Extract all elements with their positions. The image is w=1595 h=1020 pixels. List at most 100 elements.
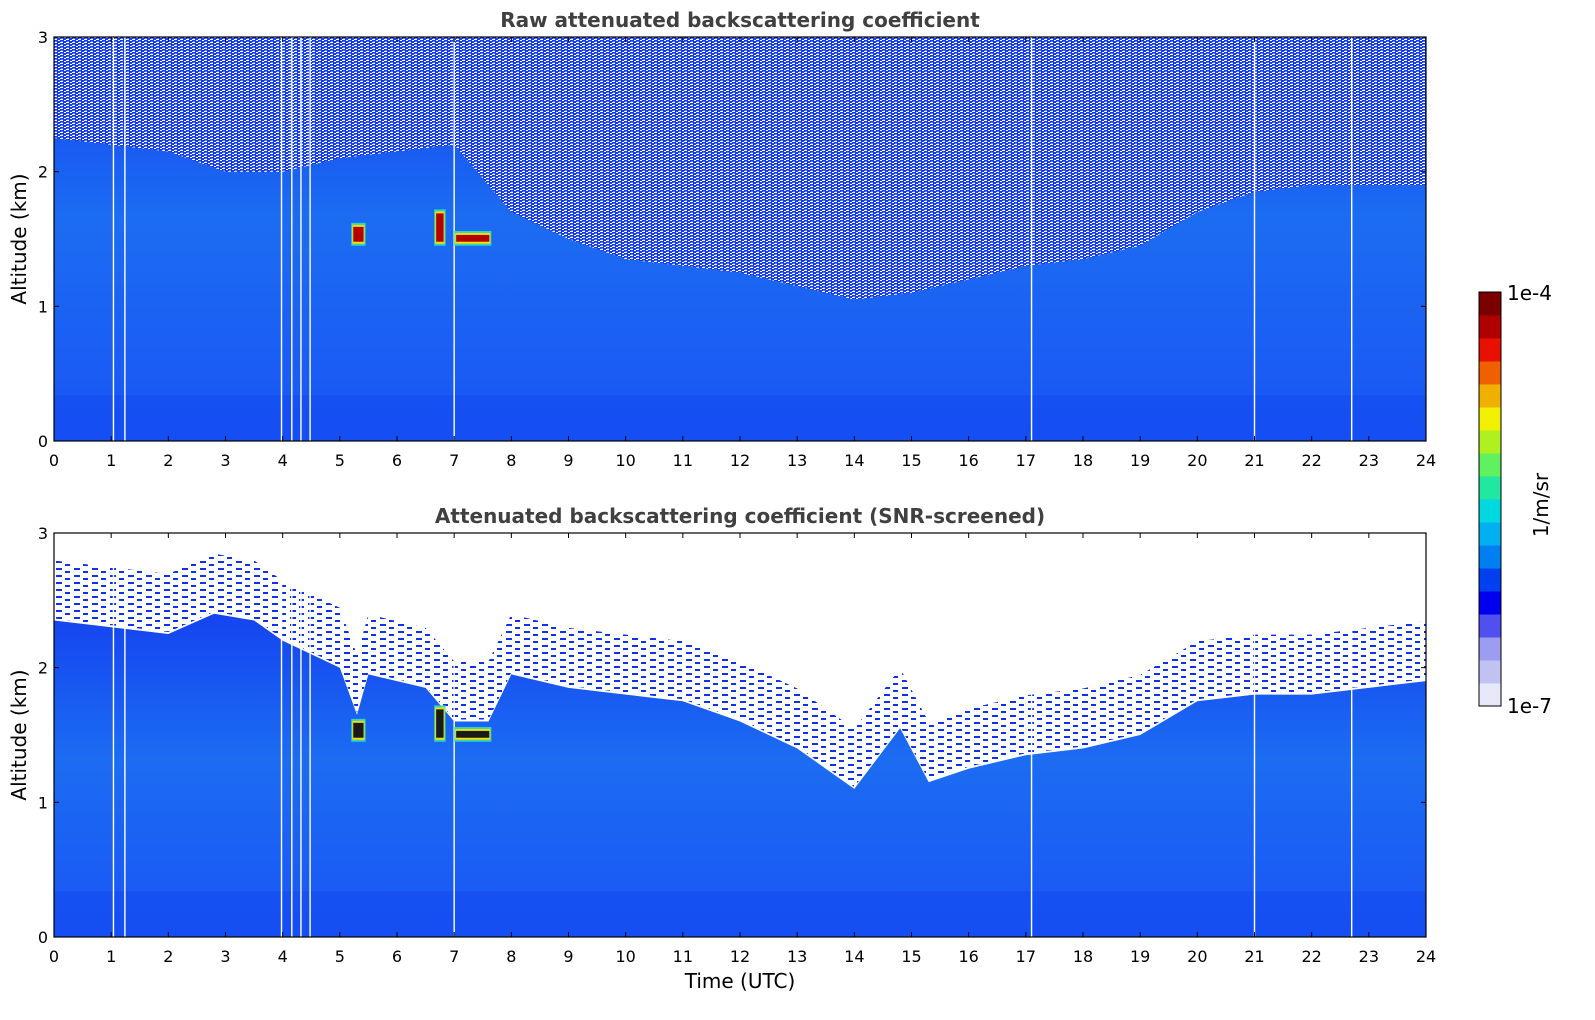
x-tick-label: 11 (673, 451, 693, 470)
valid-edge-specks (54, 553, 1426, 787)
missing-profiles (112, 37, 1353, 441)
colorbar-cells (1479, 292, 1501, 707)
x-tick-label: 2 (163, 451, 173, 470)
colorbar-cell (1479, 591, 1501, 615)
cloud-segment (454, 726, 492, 742)
x-tick-label: 9 (563, 947, 573, 966)
x-tick-label: 17 (1016, 947, 1036, 966)
x-tick-label: 16 (958, 947, 978, 966)
x-tick-label: 8 (506, 451, 516, 470)
colorbar-cell (1479, 568, 1501, 592)
x-axis: 0 1 2 3 4 5 6 7 8 9 10 11 12 13 14 15 16 17 18 19 20 21 22 23 24 (49, 533, 1436, 966)
y-tick-label: 2 (38, 163, 48, 182)
x-tick-label: 16 (958, 451, 978, 470)
panel-raw-ylabel: Altitude (km) (7, 173, 31, 304)
colorbar-cell (1479, 476, 1501, 500)
y-axis: 0 1 2 3 (38, 524, 1426, 947)
colorbar-cell (1479, 315, 1501, 339)
cloud-segments (351, 705, 492, 742)
panel-screened: Attenuated backscattering coefficient (S… (7, 504, 1436, 993)
y-tick-label: 0 (38, 432, 48, 451)
x-tick-label: 10 (615, 451, 635, 470)
colorbar-cell (1479, 361, 1501, 385)
x-tick-label: 8 (506, 947, 516, 966)
colorbar-cell (1479, 545, 1501, 569)
colorbar-cell (1479, 384, 1501, 408)
panel-screened-heatmap (54, 533, 1426, 937)
x-tick-label: 11 (673, 947, 693, 966)
x-tick-label: 20 (1187, 451, 1207, 470)
colorbar-frame (1478, 291, 1502, 707)
panel-raw-title: Raw attenuated backscattering coefficien… (500, 8, 980, 32)
y-tick-label: 2 (38, 659, 48, 678)
x-tick-label: 3 (220, 947, 230, 966)
x-tick-label: 5 (335, 947, 345, 966)
x-tick-label: 21 (1244, 947, 1264, 966)
x-tick-label: 18 (1073, 947, 1093, 966)
y-axis: 0 1 2 3 (38, 28, 1426, 451)
cloud-segment (434, 705, 446, 742)
colorbar-cell (1479, 637, 1501, 661)
x-tick-label: 18 (1073, 451, 1093, 470)
y-tick-label: 3 (38, 524, 48, 543)
x-tick-label: 14 (844, 947, 864, 966)
cloud-segment (434, 209, 446, 246)
valid-data-region (54, 613, 1426, 937)
panel-screened-title: Attenuated backscattering coefficient (S… (435, 504, 1045, 528)
x-tick-label: 9 (563, 451, 573, 470)
x-tick-label: 12 (730, 947, 750, 966)
panel-raw-heatmap (54, 37, 1426, 441)
colorbar-cell (1479, 522, 1501, 546)
x-tick-label: 24 (1416, 451, 1436, 470)
colorbar-cell (1479, 292, 1501, 316)
x-tick-label: 6 (392, 947, 402, 966)
x-tick-label: 13 (787, 451, 807, 470)
x-tick-label: 24 (1416, 947, 1436, 966)
x-tick-label: 17 (1016, 451, 1036, 470)
x-tick-label: 7 (449, 451, 459, 470)
surface-layer (54, 395, 1426, 441)
y-tick-label: 0 (38, 928, 48, 947)
colorbar-min-label: 1e-7 (1507, 694, 1552, 718)
x-tick-label: 12 (730, 451, 750, 470)
colorbar-cell (1479, 430, 1501, 454)
y-tick-label: 1 (38, 297, 48, 316)
x-tick-label: 14 (844, 451, 864, 470)
colorbar-cell (1479, 660, 1501, 684)
x-tick-label: 1 (106, 451, 116, 470)
noise-region (54, 37, 1426, 300)
x-tick-label: 0 (49, 451, 59, 470)
x-tick-label: 15 (901, 947, 921, 966)
x-tick-label: 1 (106, 947, 116, 966)
panel-raw: Raw attenuated backscattering coefficien… (7, 8, 1436, 470)
missing-profiles (112, 533, 1353, 937)
colorbar-cell (1479, 614, 1501, 638)
x-tick-label: 19 (1130, 947, 1150, 966)
y-tick-label: 3 (38, 28, 48, 47)
x-tick-label: 19 (1130, 451, 1150, 470)
x-tick-label: 0 (49, 947, 59, 966)
x-tick-label: 13 (787, 947, 807, 966)
x-tick-label: 3 (220, 451, 230, 470)
panel-screened-ylabel: Altitude (km) (7, 669, 31, 800)
cloud-segment (351, 222, 366, 246)
x-tick-label: 6 (392, 451, 402, 470)
x-tick-label: 22 (1301, 451, 1321, 470)
colorbar-cell (1479, 407, 1501, 431)
colorbar-cell (1479, 683, 1501, 707)
surface-layer (54, 891, 1426, 937)
x-tick-label: 21 (1244, 451, 1264, 470)
x-axis-label: Time (UTC) (684, 969, 796, 993)
x-tick-label: 20 (1187, 947, 1207, 966)
colorbar: 1e-4 1e-7 1/m/sr (1478, 281, 1553, 718)
colorbar-units-label: 1/m/sr (1529, 472, 1553, 537)
x-tick-label: 7 (449, 947, 459, 966)
y-tick-label: 1 (38, 793, 48, 812)
colorbar-cell (1479, 499, 1501, 523)
x-axis: 0 1 2 3 4 5 6 7 8 9 10 11 12 13 14 15 16 17 18 19 20 21 22 23 24 (49, 37, 1436, 470)
cloud-segment (351, 718, 366, 742)
colorbar-cell (1479, 338, 1501, 362)
x-tick-label: 4 (278, 947, 288, 966)
colorbar-cell (1479, 453, 1501, 477)
x-tick-label: 15 (901, 451, 921, 470)
